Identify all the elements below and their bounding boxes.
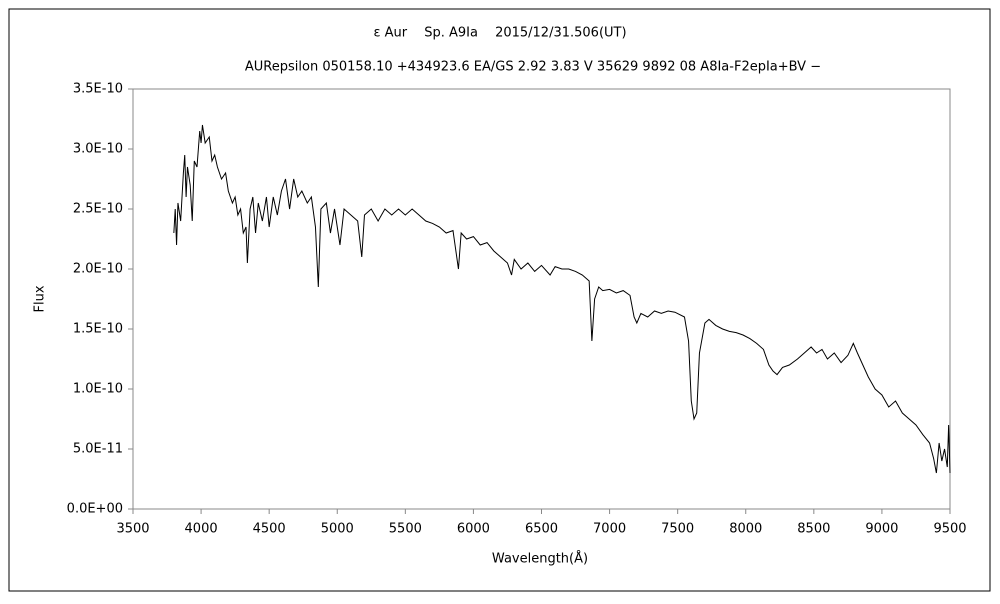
x-tick-label: 5000: [321, 522, 354, 537]
y-tick-label: 2.0E-10: [73, 262, 123, 277]
x-axis-label: Wavelength(Å): [492, 551, 588, 567]
x-tick-label: 7500: [661, 522, 694, 537]
y-tick-label: 1.5E-10: [73, 322, 123, 337]
spectrum-line: [173, 124, 951, 474]
y-tick-label: 0.0E+00: [67, 502, 123, 517]
y-tick-label: 3.0E-10: [73, 142, 123, 157]
x-tick-label: 4000: [185, 522, 218, 537]
x-tick-label: 8500: [797, 522, 830, 537]
chart-subtitle: AURepsilon 050158.10 +434923.6 EA/GS 2.9…: [245, 60, 821, 75]
plot-area: [132, 88, 951, 510]
x-tick-label: 6500: [525, 522, 558, 537]
x-tick-label: 6000: [457, 522, 490, 537]
x-tick-label: 9000: [865, 522, 898, 537]
x-tick-label: 4500: [253, 522, 286, 537]
x-tick-label: 5500: [389, 522, 422, 537]
chart-title: ε Aur Sp. A9Ia 2015/12/31.506(UT): [373, 26, 626, 41]
y-tick-label: 5.0E-11: [73, 442, 123, 457]
y-tick-label: 3.5E-10: [73, 82, 123, 97]
x-tick-label: 8000: [729, 522, 762, 537]
y-axis-label: Flux: [33, 285, 48, 312]
x-tick-label: 3500: [116, 522, 149, 537]
x-tick-label: 7000: [593, 522, 626, 537]
y-tick-label: 2.5E-10: [73, 202, 123, 217]
y-tick-label: 1.0E-10: [73, 382, 123, 397]
x-tick-label: 9500: [933, 522, 966, 537]
